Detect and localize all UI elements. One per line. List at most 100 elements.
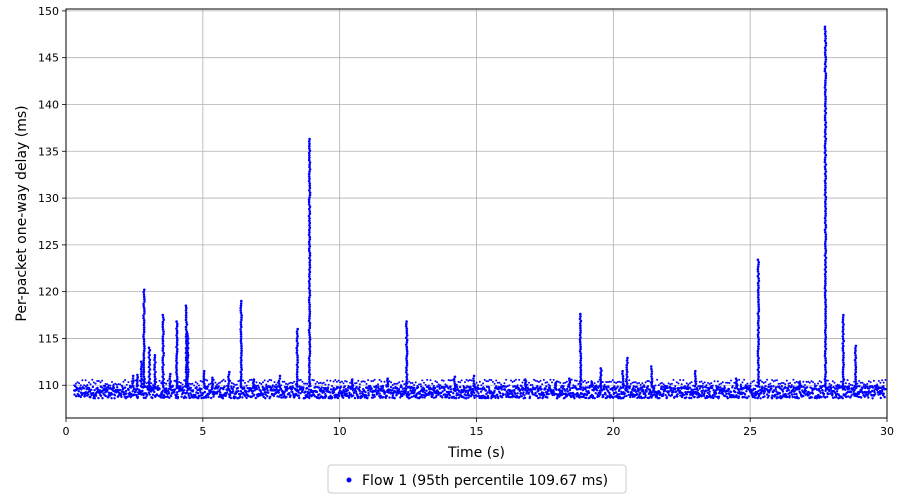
data-point — [824, 128, 827, 131]
data-point — [308, 254, 312, 257]
data-point — [777, 382, 780, 385]
data-point — [884, 379, 887, 381]
data-point — [73, 384, 76, 387]
data-point — [854, 344, 858, 348]
data-point — [823, 109, 827, 113]
data-point — [598, 385, 601, 388]
data-point — [753, 379, 755, 382]
data-point — [826, 379, 829, 382]
data-point — [165, 387, 168, 390]
data-point — [240, 347, 243, 350]
data-point — [308, 156, 311, 159]
data-point — [757, 286, 760, 290]
data-point — [577, 388, 580, 391]
data-point — [438, 387, 441, 390]
data-point — [384, 396, 388, 400]
data-point — [450, 379, 453, 382]
data-point — [98, 389, 102, 392]
data-point — [690, 381, 693, 384]
data-point — [288, 382, 291, 385]
data-point — [259, 389, 262, 393]
data-point — [185, 349, 188, 353]
data-point — [717, 395, 721, 398]
data-point — [386, 384, 390, 388]
data-point — [677, 382, 680, 385]
data-point — [308, 273, 311, 276]
data-point — [785, 379, 788, 382]
data-point — [142, 361, 145, 365]
data-point — [452, 392, 455, 395]
data-point — [307, 328, 311, 332]
data-point — [757, 291, 760, 294]
data-point — [823, 172, 827, 176]
data-point — [86, 384, 89, 386]
data-point — [824, 310, 827, 313]
data-point — [321, 396, 325, 400]
data-point — [757, 277, 760, 280]
data-point — [295, 382, 299, 386]
data-point — [579, 373, 583, 376]
data-point — [429, 379, 432, 382]
data-point — [824, 258, 827, 262]
data-point — [623, 395, 626, 398]
data-point — [308, 137, 311, 141]
y-tick-label: 140 — [38, 98, 59, 111]
data-point — [824, 324, 828, 327]
data-point — [175, 391, 179, 394]
data-point — [131, 377, 135, 380]
data-point — [392, 387, 395, 390]
data-point — [603, 388, 606, 391]
data-point — [307, 370, 311, 374]
data-point — [599, 378, 602, 381]
data-point — [822, 384, 824, 387]
data-point — [454, 387, 457, 390]
data-point — [308, 314, 311, 318]
data-point — [841, 384, 845, 388]
data-point — [239, 304, 243, 308]
data-point — [824, 368, 827, 372]
data-point — [106, 385, 110, 389]
data-point — [841, 368, 845, 371]
data-point — [823, 116, 827, 120]
data-point — [296, 356, 299, 359]
data-point — [823, 272, 827, 276]
data-point — [480, 396, 484, 400]
data-point — [322, 381, 325, 384]
data-point — [757, 356, 760, 360]
data-point — [454, 397, 458, 400]
data-point — [257, 384, 260, 387]
data-point — [400, 385, 403, 388]
data-point — [802, 394, 805, 398]
data-point — [282, 392, 286, 396]
data-point — [280, 393, 283, 397]
data-point — [308, 303, 312, 306]
data-point — [823, 216, 827, 220]
data-point — [175, 366, 178, 370]
data-point — [721, 392, 724, 396]
data-point — [185, 342, 188, 345]
data-point — [688, 386, 692, 389]
data-point — [414, 381, 417, 384]
data-point — [89, 396, 92, 399]
data-point — [610, 380, 613, 383]
data-point — [635, 392, 639, 396]
data-point — [757, 345, 760, 348]
data-point — [345, 392, 348, 395]
data-point — [597, 395, 601, 398]
data-point — [579, 382, 583, 386]
data-point — [823, 93, 827, 96]
data-point — [664, 384, 667, 387]
data-point — [239, 335, 243, 338]
data-point — [148, 384, 152, 388]
data-point — [823, 144, 827, 148]
data-point — [841, 337, 845, 341]
data-point — [835, 384, 838, 387]
data-point — [355, 385, 358, 389]
data-point — [129, 396, 132, 399]
data-point — [739, 385, 743, 388]
data-point — [842, 339, 845, 343]
data-point — [96, 386, 99, 390]
data-point — [824, 44, 828, 47]
data-point — [423, 381, 425, 384]
data-point — [562, 382, 565, 385]
